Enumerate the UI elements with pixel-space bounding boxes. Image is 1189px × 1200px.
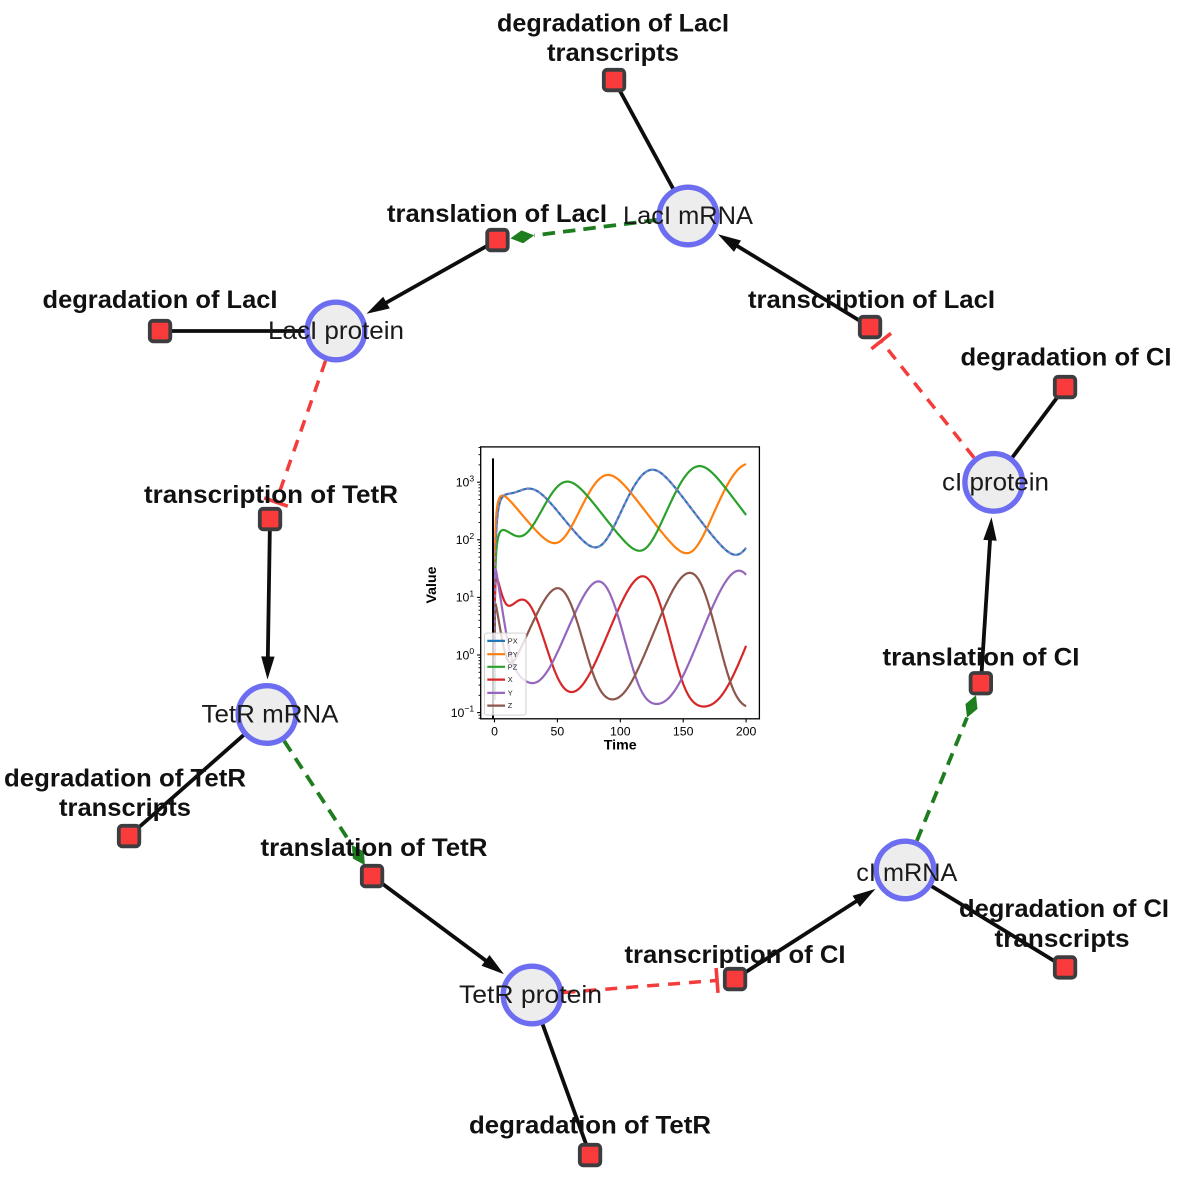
svg-text:Value: Value xyxy=(424,566,440,603)
svg-text:Z: Z xyxy=(508,701,513,710)
svg-text:cI mRNA: cI mRNA xyxy=(856,859,957,887)
svg-text:LacI mRNA: LacI mRNA xyxy=(623,202,753,230)
svg-text:LacI protein: LacI protein xyxy=(268,317,404,345)
svg-text:transcripts: transcripts xyxy=(59,794,191,822)
svg-text:translation of CI: translation of CI xyxy=(883,644,1080,672)
svg-text:cI protein: cI protein xyxy=(942,468,1049,496)
svg-text:150: 150 xyxy=(673,725,694,739)
svg-text:100: 100 xyxy=(456,646,475,662)
svg-text:TetR protein: TetR protein xyxy=(459,981,602,1009)
svg-text:Y: Y xyxy=(508,689,513,698)
svg-text:100: 100 xyxy=(610,725,631,739)
svg-text:transcripts: transcripts xyxy=(995,925,1130,953)
svg-text:PY: PY xyxy=(508,650,518,659)
svg-text:transcription of CI: transcription of CI xyxy=(625,941,846,969)
svg-text:Time: Time xyxy=(604,738,637,754)
svg-text:103: 103 xyxy=(456,473,475,489)
svg-text:101: 101 xyxy=(456,589,475,605)
svg-text:PX: PX xyxy=(508,637,518,646)
svg-text:degradation of CI: degradation of CI xyxy=(959,895,1169,923)
svg-text:transcription of TetR: transcription of TetR xyxy=(144,481,398,509)
svg-text:degradation of TetR: degradation of TetR xyxy=(469,1111,711,1139)
svg-text:transcripts: transcripts xyxy=(547,39,679,67)
svg-text:degradation of LacI: degradation of LacI xyxy=(43,286,278,314)
svg-text:X: X xyxy=(508,675,513,684)
svg-text:TetR mRNA: TetR mRNA xyxy=(202,701,339,729)
svg-text:transcription of LacI: transcription of LacI xyxy=(748,286,995,314)
svg-text:translation of LacI: translation of LacI xyxy=(387,200,607,228)
svg-text:degradation of CI: degradation of CI xyxy=(961,344,1172,372)
svg-text:degradation of LacI: degradation of LacI xyxy=(497,10,729,38)
svg-text:102: 102 xyxy=(456,531,475,547)
svg-text:50: 50 xyxy=(551,725,565,739)
svg-text:degradation of TetR: degradation of TetR xyxy=(4,765,246,793)
svg-text:0: 0 xyxy=(491,725,498,739)
svg-text:10−1: 10−1 xyxy=(451,704,475,720)
svg-text:PZ: PZ xyxy=(508,662,518,671)
svg-text:200: 200 xyxy=(736,725,757,739)
svg-text:translation of TetR: translation of TetR xyxy=(261,834,488,862)
